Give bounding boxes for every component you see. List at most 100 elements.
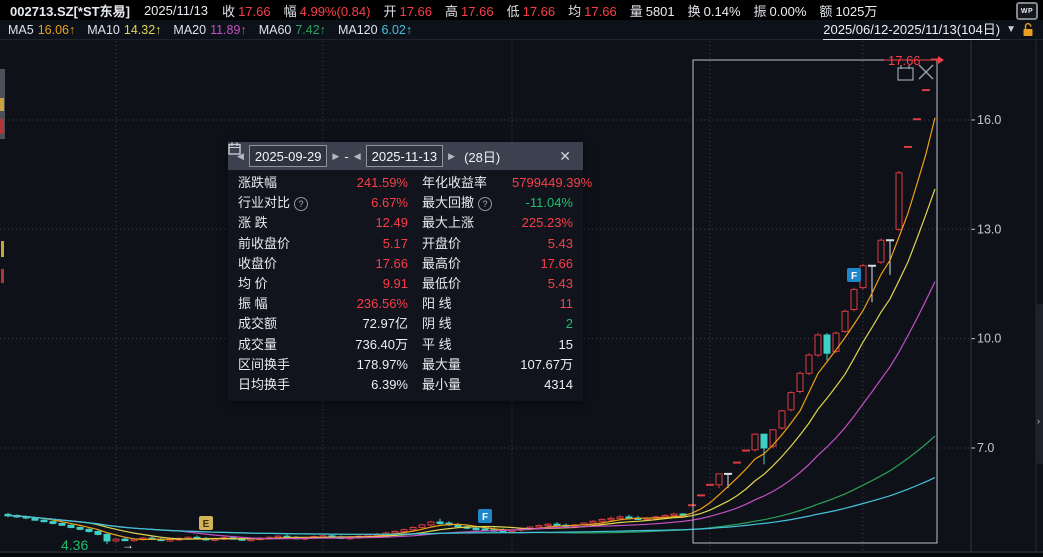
event-badge-label: F (851, 271, 857, 282)
stat-label: 最大量 (422, 356, 462, 372)
snapshot-icon[interactable] (897, 67, 914, 81)
ma-indicator-bar: MA5 16.06↑ MA10 14.32↑ MA20 11.89↑ MA60 7.42↑ MA… (0, 20, 1043, 40)
quote-field: 额 1025万 (819, 4, 877, 19)
stat-label: 收盘价 (238, 255, 278, 271)
quote-field-value: 1025万 (835, 3, 878, 19)
clipped-edge-fragment (1, 241, 4, 257)
wp-logo-icon[interactable]: WP (1016, 2, 1038, 20)
quote-field-label: 振 (753, 3, 767, 19)
stats-row: 收盘价 17.66 最高价 17.66 (238, 254, 573, 274)
candle-body (769, 429, 777, 447)
prev-date-arrow[interactable]: ◀ (353, 150, 361, 161)
clipped-edge-fragment (1, 269, 4, 283)
next-date-arrow[interactable]: ▶ (448, 150, 456, 161)
stats-panel-header: ◀ 2025-09-29 ▶ - ◀ 2025-11-13 (228, 142, 583, 170)
candle-body (67, 524, 75, 528)
close-icon[interactable]: ✕ (559, 147, 571, 164)
next-date-arrow[interactable]: ▶ (332, 150, 340, 161)
stats-row: 均 价 9.91 最低价 5.43 (238, 274, 573, 294)
event-badge-label: F (482, 512, 488, 523)
stat-value: 107.67万 (520, 356, 573, 372)
candle-body (787, 392, 795, 411)
candle-body (427, 521, 435, 526)
selection-rect[interactable] (692, 59, 938, 544)
stat-label: 开盘价 (422, 235, 462, 251)
stat-label: 前收盘价 (238, 235, 291, 251)
stat-value: 178.97% (356, 356, 408, 372)
candle-body (76, 526, 84, 530)
quote-field-value: 17.66 (238, 3, 271, 19)
stat-value: 736.40万 (355, 336, 408, 352)
close-selection-icon[interactable] (918, 64, 934, 80)
event-badge-e[interactable] (199, 516, 213, 530)
date-range-selector[interactable]: 2025/06/12-2025/11/13(104日) ▼ (823, 19, 1035, 40)
candle-body (715, 473, 723, 486)
end-date-value: 2025-11-13 (371, 148, 438, 164)
help-icon[interactable]: ? (478, 197, 493, 212)
candle-body (31, 517, 39, 521)
stat-value: 5.43 (547, 275, 573, 291)
candle-body (877, 239, 885, 263)
stat-label: 成交额 (238, 316, 278, 332)
end-date-picker[interactable]: 2025-11-13 (228, 142, 444, 167)
ma-item: MA60 7.42↑ (258, 22, 326, 37)
candle-body (409, 526, 417, 531)
quote-field: 开 17.66 (383, 4, 432, 19)
unlock-icon[interactable] (1022, 22, 1035, 37)
clipped-edge-fragment (0, 119, 4, 134)
event-badge-f[interactable] (478, 509, 492, 523)
price-axis-label: 10.0 (977, 332, 1001, 346)
sidebar-collapse-handle[interactable]: › (1036, 304, 1043, 464)
start-date-picker[interactable]: 2025-09-29 (228, 142, 328, 167)
ma120-line (7, 477, 936, 535)
stat-value: 236.56% (356, 296, 408, 312)
stats-row: 成交额 72.97亿阴 线 2 (238, 314, 573, 334)
stat-label: 最小量 (422, 376, 462, 392)
quote-field-label: 均 (568, 3, 582, 19)
low-price-label: 4.36 (61, 537, 88, 553)
stats-panel-rows: 涨跌幅 241.59% 年化收益率 5799449.39% 行业对比? 6.67% 最大回撤… (228, 170, 592, 401)
stat-label: 涨跌幅 (238, 175, 278, 190)
quote-field-value: 17.66 (522, 3, 556, 19)
date-range-label[interactable]: 2025/06/12-2025/11/13(104日) (823, 19, 1001, 40)
prev-date-arrow[interactable]: ◀ (237, 150, 244, 161)
candle-body (472, 527, 480, 531)
candle-body (814, 334, 822, 356)
event-badge-f[interactable] (847, 268, 861, 282)
candle-body (535, 525, 543, 528)
stat-value: 17.66 (540, 255, 573, 271)
quote-field-label: 高 (445, 3, 459, 19)
help-icon[interactable]: ? (294, 197, 309, 212)
quote-field-label: 额 (819, 3, 833, 19)
stat-value: 5799449.39% (512, 175, 593, 190)
stats-row: 成交量 736.40万平 线 15 (238, 335, 573, 355)
ma-item: MA20 11.89↑ (173, 22, 247, 37)
quote-field-label: 开 (383, 3, 397, 19)
chevron-down-icon[interactable]: ▼ (1006, 24, 1016, 35)
event-badge-label: E (203, 519, 210, 530)
trade-date: 2025/11/13 (143, 2, 209, 18)
stat-value: 2 (565, 316, 573, 332)
quote-field: 量 5801 (630, 4, 675, 19)
stat-label: 涨 跌 (238, 215, 268, 231)
chart-area: 16.0 13.0 10.0 7.0 17.66 E F F 4.36 → ◀ 2025-09-2… (0, 41, 1043, 557)
quote-fields: 收 17.66 幅 4.99%(0.84) 开 17.66 高 17.66 低 17.66 均 17.… (222, 1, 890, 20)
stat-value: 6.67% (371, 195, 408, 211)
stat-value: 72.97亿 (362, 316, 408, 332)
start-date-value: 2025-09-29 (254, 148, 322, 164)
arrow-right-icon (938, 56, 944, 64)
candle-body (40, 519, 48, 523)
candlestick-chart[interactable]: 16.0 13.0 10.0 7.0 17.66 E F F 4.36 → (0, 41, 1043, 557)
candle-body (796, 372, 804, 393)
candle-body (661, 514, 669, 518)
candle-body (481, 528, 489, 531)
quote-field: 换 0.14% (688, 4, 741, 19)
quote-field: 高 17.66 (445, 4, 494, 19)
quote-field-label: 量 (629, 3, 643, 19)
price-axis-label: 13.0 (977, 222, 1001, 236)
quote-field-value: 0.00% (769, 3, 807, 19)
stat-label: 平 线 (422, 336, 452, 352)
ma60-line (7, 435, 936, 535)
chevron-right-icon: › (1037, 416, 1040, 426)
quote-field-value: 5801 (645, 3, 675, 19)
